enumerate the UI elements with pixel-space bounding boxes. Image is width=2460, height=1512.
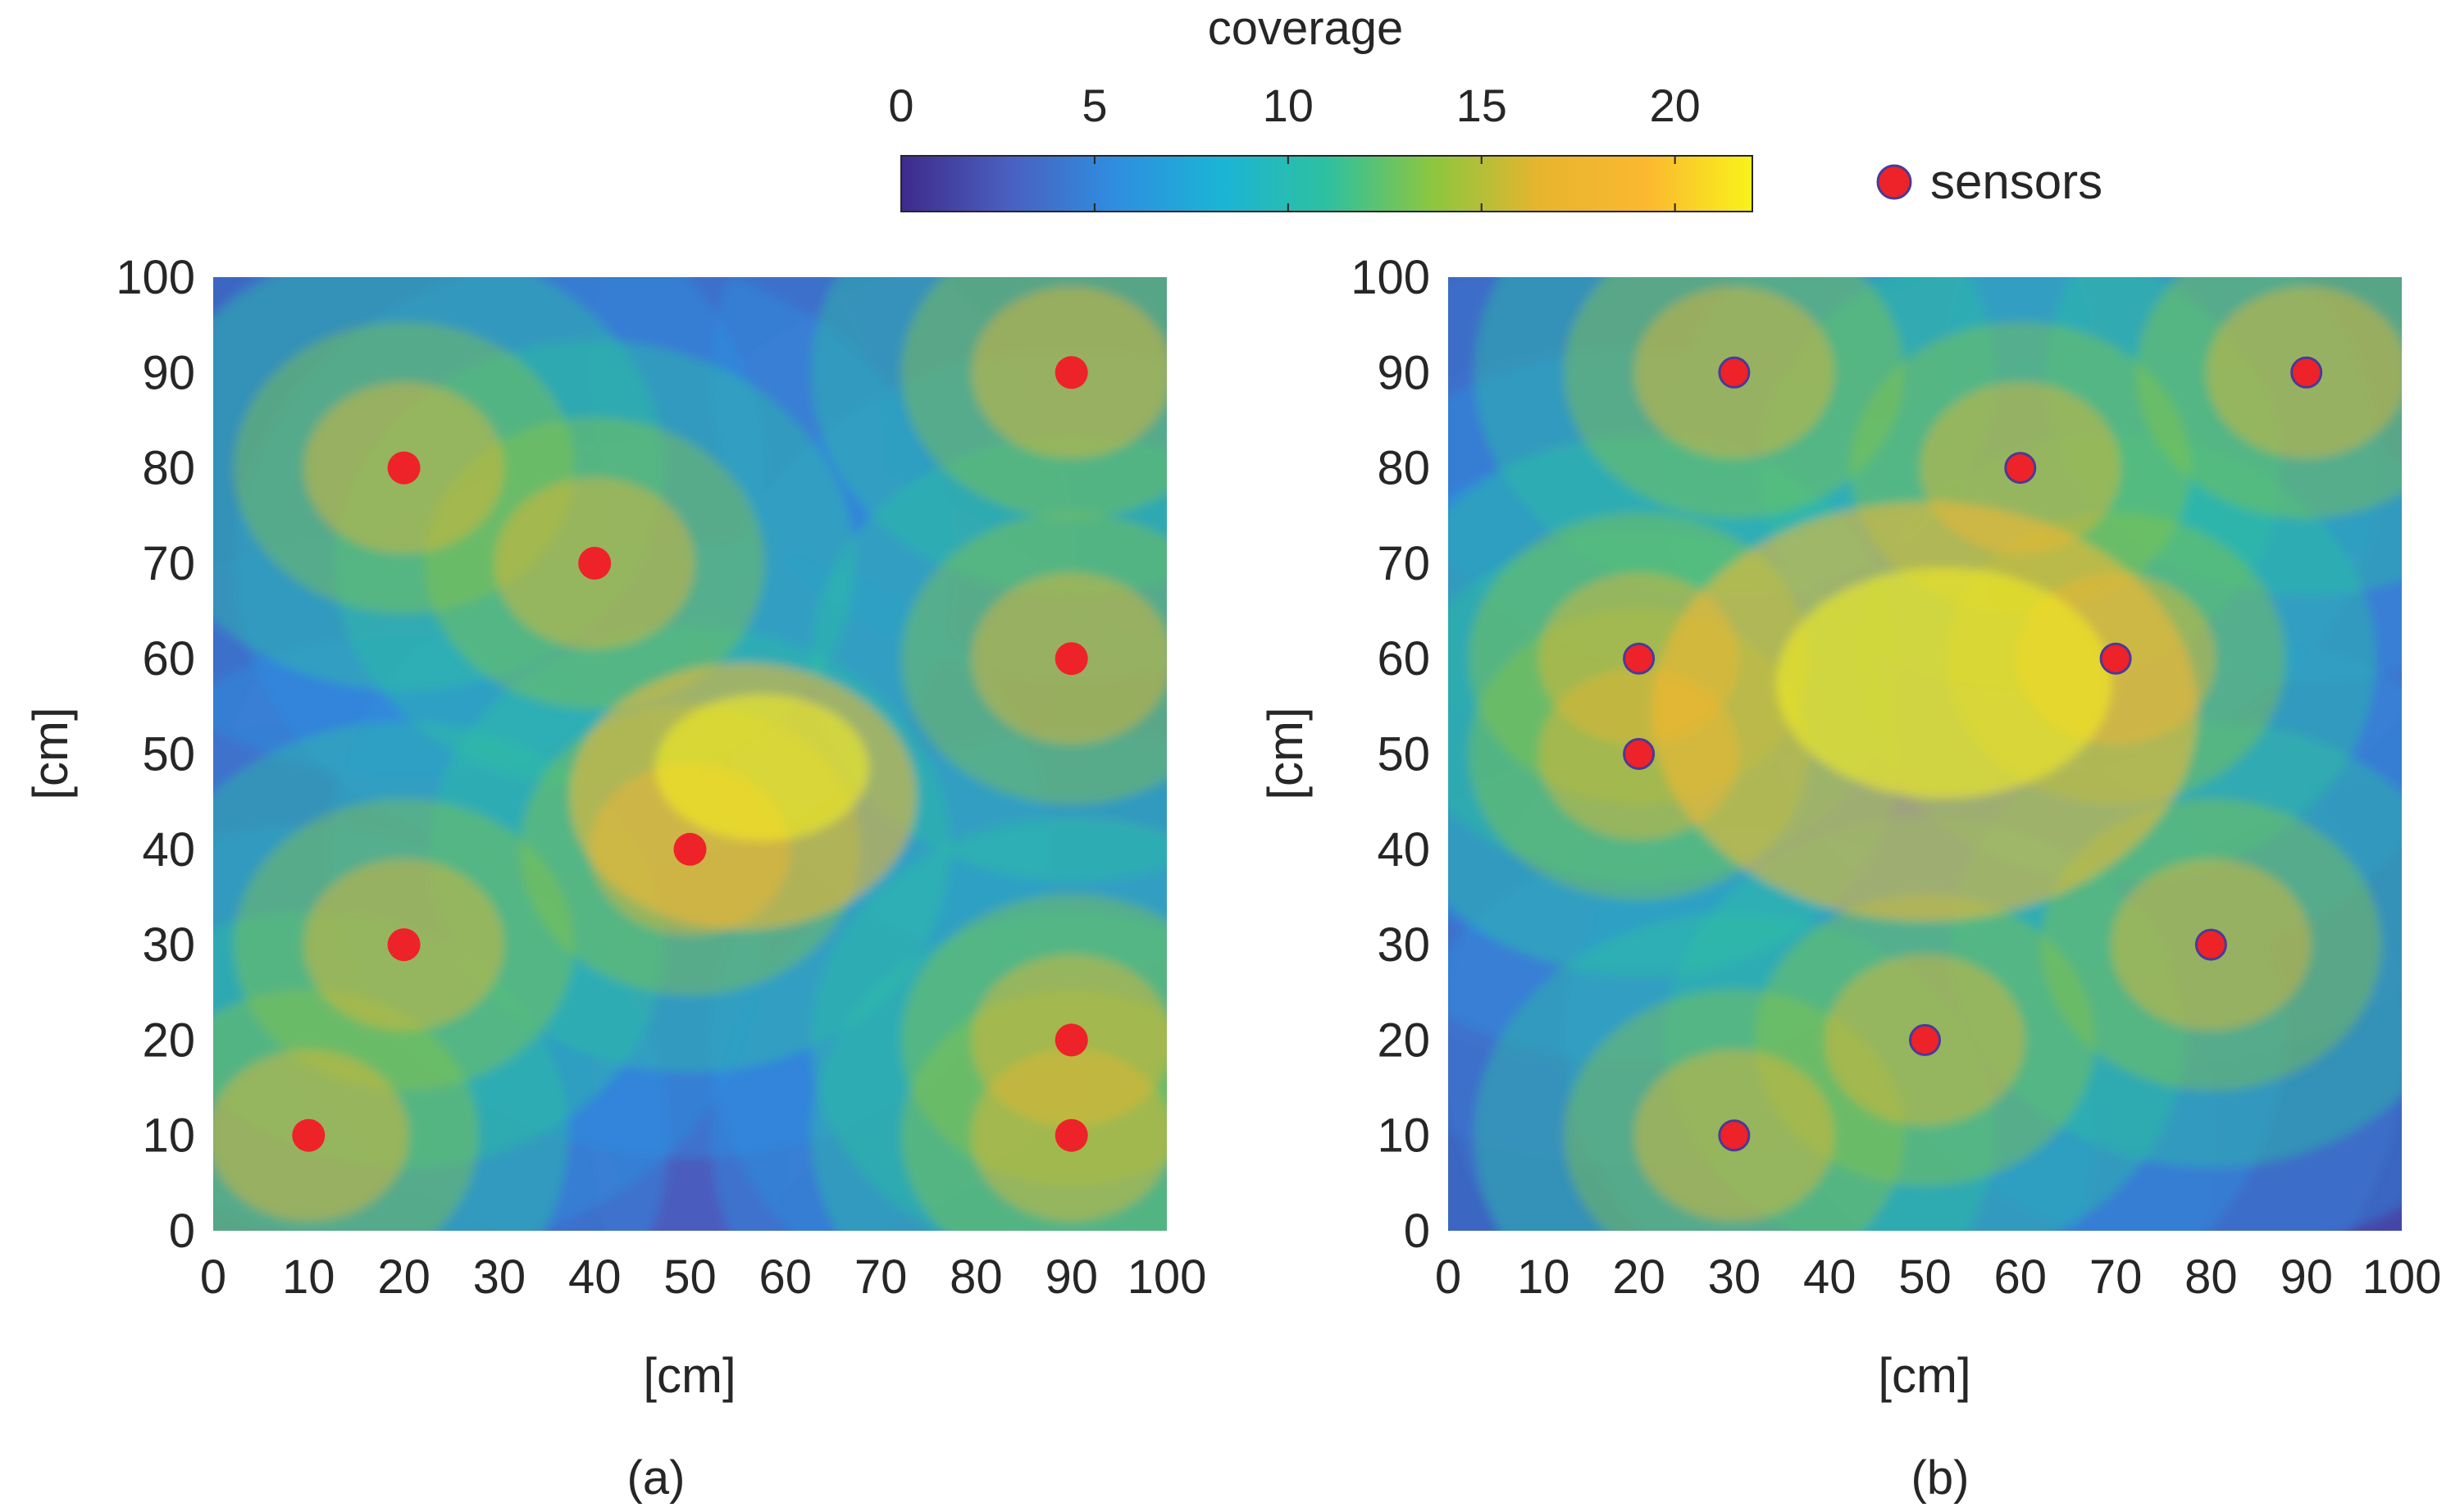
colorbar-tick-label: 15 xyxy=(1456,80,1507,131)
panel-label-a: (a) xyxy=(627,1451,686,1505)
x-tick-label: 40 xyxy=(568,1250,622,1304)
x-tick-label: 40 xyxy=(1803,1250,1856,1304)
colorbar-bar xyxy=(900,155,1753,212)
sensor-marker xyxy=(1623,642,1656,675)
y-tick-label: 80 xyxy=(1377,442,1430,495)
y-tick-label: 40 xyxy=(1377,823,1430,877)
sensors-b xyxy=(1623,356,2323,1152)
y-tick-label: 0 xyxy=(169,1205,195,1258)
panel-label-b: (b) xyxy=(1911,1451,1970,1505)
sensor-marker xyxy=(1718,356,1751,389)
panel-b: 0 10 20 30 40 50 60 70 80 90 100 0 10 20 30 40 50 60 70 80 9… xyxy=(1258,251,2441,1505)
xlabel-b: [cm] xyxy=(1878,1348,1970,1403)
legend-sensor-marker xyxy=(1876,164,1912,200)
colorbar-tick-label: 20 xyxy=(1649,80,1700,131)
x-tick-label: 20 xyxy=(377,1250,430,1304)
y-tick-label: 20 xyxy=(1377,1013,1430,1067)
xlabel-a: [cm] xyxy=(643,1348,736,1403)
y-tick-label: 70 xyxy=(142,537,195,590)
sensor-marker xyxy=(578,546,612,580)
x-tick-label: 20 xyxy=(1612,1250,1665,1304)
y-tick-label: 20 xyxy=(142,1013,195,1067)
ylabel-b: [cm] xyxy=(1258,707,1313,799)
y-tick-label: 70 xyxy=(1377,537,1430,590)
sensor-marker xyxy=(673,832,707,866)
sensor-marker xyxy=(2004,452,2037,485)
y-tick-label: 30 xyxy=(142,918,195,972)
sensor-marker xyxy=(1623,738,1656,770)
y-tick-label: 100 xyxy=(1351,251,1430,304)
sensor-marker xyxy=(1055,356,1088,389)
colorbar-title: coverage xyxy=(1208,2,1404,55)
y-tick-label: 80 xyxy=(142,442,195,495)
colorbar-tick-labels: 0 5 10 15 20 xyxy=(888,80,1700,131)
coverage-field-a xyxy=(213,277,1167,1231)
coverage-peak xyxy=(655,694,869,841)
x-tick-label: 10 xyxy=(282,1250,335,1304)
y-tick-label: 90 xyxy=(1377,346,1430,399)
colorbar-tick-label: 0 xyxy=(888,80,913,131)
x-tick-label: 90 xyxy=(1045,1250,1098,1304)
coverage-field-b xyxy=(1448,277,2402,1231)
legend-label: sensors xyxy=(1930,154,2102,209)
x-tick-label: 80 xyxy=(950,1250,1003,1304)
colorbar-tick-label: 5 xyxy=(1082,80,1107,131)
sensor-marker xyxy=(2290,356,2323,389)
sensor-marker xyxy=(1718,1119,1751,1152)
axes-a-ticks: 0 10 20 30 40 50 60 70 80 90 100 0 10 20 30 40 50 60 70 80 9… xyxy=(116,251,1206,1304)
x-tick-label: 50 xyxy=(663,1250,717,1304)
sensor-marker xyxy=(1055,642,1088,676)
heatmap-a xyxy=(213,277,1167,1231)
sensor-marker xyxy=(1055,1023,1088,1057)
y-tick-label: 0 xyxy=(1404,1205,1430,1258)
colorbar-tick-label: 10 xyxy=(1263,80,1314,131)
y-tick-label: 50 xyxy=(1377,728,1430,781)
x-tick-label: 70 xyxy=(2089,1250,2143,1304)
y-tick-label: 90 xyxy=(142,346,195,399)
sensor-marker xyxy=(2194,928,2227,961)
x-tick-label: 30 xyxy=(1708,1250,1761,1304)
y-tick-label: 30 xyxy=(1377,918,1430,972)
y-tick-label: 10 xyxy=(1377,1109,1430,1163)
sensor-marker xyxy=(387,451,421,485)
legend: sensors xyxy=(1876,154,2102,209)
y-tick-label: 50 xyxy=(142,728,195,781)
coverage-peak xyxy=(1776,567,2112,799)
heatmap-b xyxy=(1448,277,2402,1231)
axes-b-ticks: 0 10 20 30 40 50 60 70 80 90 100 0 10 20 30 40 50 60 70 80 9… xyxy=(1351,251,2441,1304)
ylabel-a: [cm] xyxy=(23,707,78,799)
colorbar: coverage 0 5 10 15 20 xyxy=(888,2,1753,212)
panel-a: 0 10 20 30 40 50 60 70 80 90 100 0 10 20 30 40 50 60 70 80 9… xyxy=(23,251,1206,1505)
x-tick-label: 0 xyxy=(200,1250,226,1304)
x-tick-label: 10 xyxy=(1517,1250,1570,1304)
x-tick-label: 90 xyxy=(2280,1250,2333,1304)
x-tick-label: 100 xyxy=(1128,1250,1207,1304)
sensors-a xyxy=(292,356,1088,1152)
x-tick-label: 70 xyxy=(854,1250,908,1304)
colorbar-ticks xyxy=(900,156,1676,212)
x-tick-label: 60 xyxy=(759,1250,813,1304)
x-tick-label: 100 xyxy=(2362,1250,2442,1304)
sensor-marker xyxy=(387,928,421,962)
sensor-marker xyxy=(292,1118,326,1152)
y-tick-label: 60 xyxy=(142,632,195,685)
y-tick-label: 10 xyxy=(142,1109,195,1163)
x-tick-label: 30 xyxy=(473,1250,526,1304)
y-tick-label: 60 xyxy=(1377,632,1430,685)
y-tick-label: 40 xyxy=(142,823,195,877)
x-tick-label: 0 xyxy=(1435,1250,1461,1304)
sensor-marker xyxy=(1055,1118,1088,1152)
sensor-marker xyxy=(1909,1023,1941,1056)
x-tick-label: 60 xyxy=(1994,1250,2048,1304)
x-tick-label: 50 xyxy=(1898,1250,1952,1304)
sensor-marker xyxy=(2099,642,2132,675)
y-tick-label: 100 xyxy=(116,251,195,304)
x-tick-label: 80 xyxy=(2184,1250,2238,1304)
